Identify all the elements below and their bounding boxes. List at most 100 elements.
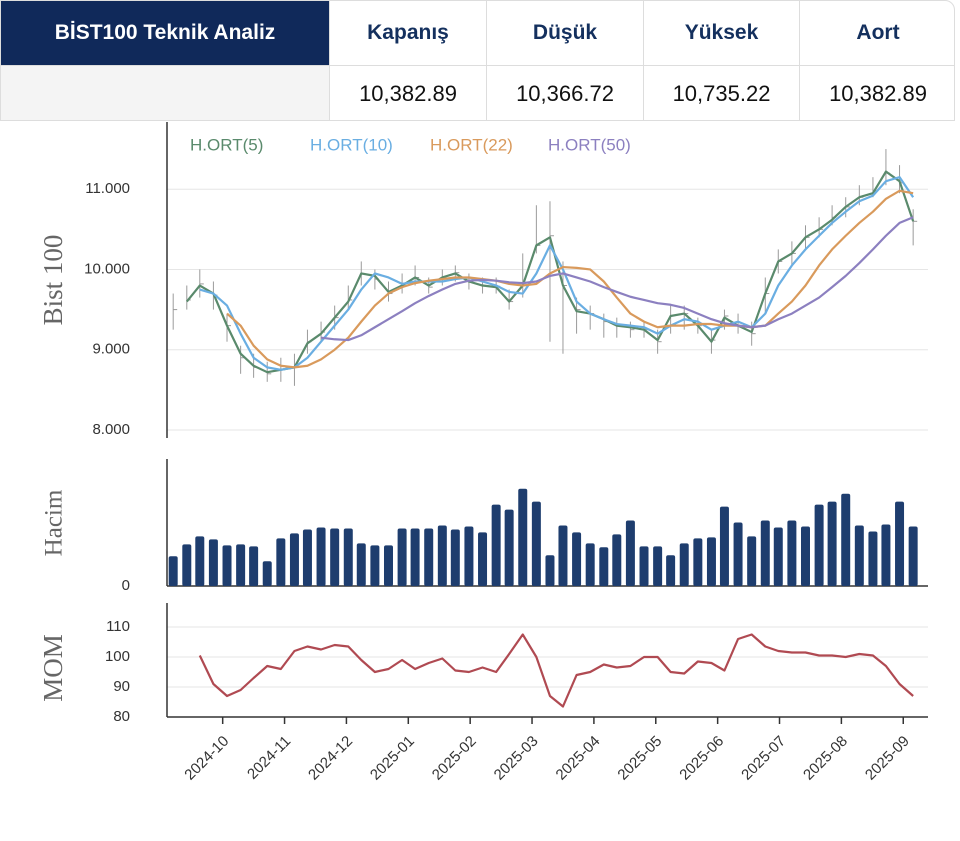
volume-bar	[585, 543, 595, 586]
moving-average-line	[185, 170, 915, 374]
legend-entry: H.ORT(5)	[190, 135, 263, 154]
volume-bar	[679, 543, 689, 586]
volume-bar	[733, 522, 743, 586]
volume-bar	[236, 544, 246, 586]
volume-bar	[787, 520, 797, 586]
volume-bar	[182, 544, 192, 586]
volume-bar	[383, 545, 393, 586]
x-tick-label: 2025-04	[553, 733, 604, 784]
volume-bar	[666, 555, 676, 586]
volume-bar	[343, 528, 353, 586]
y-tick-label: 80	[113, 708, 130, 725]
y-tick-label: 0	[122, 577, 130, 594]
volume-bar	[518, 488, 528, 586]
x-tick-label: 2025-06	[676, 733, 727, 784]
legend-entry: H.ORT(50)	[548, 135, 631, 154]
volume-bar	[693, 538, 703, 586]
volume-bar	[222, 545, 232, 586]
x-tick-label: 2025-02	[429, 733, 480, 784]
y-axis-title: MOM	[38, 634, 68, 702]
empty-cell	[1, 66, 329, 120]
x-tick-label: 2024-12	[305, 733, 356, 784]
volume-bar	[450, 529, 460, 586]
volume-bar	[370, 545, 380, 586]
volume-bar	[841, 493, 851, 586]
moving-average-line	[226, 189, 914, 369]
volume-bar	[760, 520, 770, 586]
y-tick-label: 8.000	[92, 421, 130, 438]
volume-bar	[612, 534, 622, 586]
value-cell: 10,735.22	[643, 66, 799, 120]
table-title: BİST100 Teknik Analiz	[1, 1, 329, 66]
volume-bar	[208, 539, 218, 586]
moving-average-line	[320, 216, 914, 342]
volume-bar	[895, 501, 905, 586]
volume-bar	[195, 536, 205, 586]
volume-bar	[653, 546, 663, 586]
x-tick-label: 2025-03	[491, 733, 542, 784]
volume-bar	[478, 532, 488, 586]
volume-bar	[827, 501, 837, 586]
volume-bar	[491, 504, 501, 586]
y-tick-label: 90	[113, 678, 130, 695]
volume-bar	[545, 555, 555, 586]
volume-bar	[276, 538, 286, 586]
summary-table: BİST100 Teknik Analiz Kapanış Düşük Yüks…	[0, 0, 955, 121]
x-tick-label: 2025-05	[614, 733, 665, 784]
volume-bar	[262, 561, 272, 586]
y-tick-label: 100	[105, 648, 130, 665]
volume-bar	[356, 543, 366, 586]
volume-bar	[397, 528, 407, 586]
y-tick-label: 9.000	[92, 341, 130, 358]
value-cell: 10,382.89	[799, 66, 954, 120]
y-tick-label: 11.000	[85, 180, 130, 197]
column-header: Düşük	[486, 1, 643, 66]
volume-bar	[908, 526, 918, 586]
x-tick-label: 2025-07	[738, 733, 789, 784]
volume-bar	[773, 527, 783, 586]
column-header: Kapanış	[329, 1, 486, 66]
y-tick-label: 10.000	[84, 260, 130, 277]
volume-bar	[599, 547, 609, 586]
volume-bar	[437, 525, 447, 586]
legend-entry: H.ORT(22)	[430, 135, 513, 154]
volume-bar	[558, 525, 568, 586]
volume-bar	[868, 531, 878, 586]
y-tick-label: 110	[106, 618, 130, 635]
x-tick-label: 2024-10	[181, 733, 232, 784]
volume-bar	[747, 536, 757, 586]
volume-bar	[854, 525, 864, 586]
volume-bar	[814, 504, 824, 586]
x-tick-label: 2025-08	[800, 733, 851, 784]
moving-average-line	[199, 176, 915, 371]
volume-bar	[639, 546, 649, 586]
y-axis-title: Bist 100	[38, 235, 68, 326]
x-tick-label: 2025-01	[367, 733, 418, 784]
volume-bar	[424, 528, 434, 586]
momentum-line	[198, 633, 914, 708]
volume-bar	[800, 526, 810, 586]
value-cell: 10,382.89	[329, 66, 486, 120]
volume-bar	[572, 532, 582, 586]
volume-bar	[706, 537, 716, 586]
volume-bar	[625, 520, 635, 586]
x-tick-label: 2025-09	[862, 733, 913, 784]
volume-bar	[531, 501, 541, 586]
volume-bar	[330, 528, 340, 586]
volume-bar	[249, 546, 259, 586]
volume-bar	[464, 526, 474, 586]
volume-bar	[316, 527, 326, 586]
value-cell: 10,366.72	[486, 66, 643, 120]
volume-bar	[504, 509, 514, 586]
legend-entry: H.ORT(10)	[310, 135, 393, 154]
column-header: Yüksek	[643, 1, 799, 66]
volume-bar	[410, 528, 420, 586]
volume-bar	[168, 556, 178, 586]
volume-bar	[289, 533, 299, 586]
volume-bar	[719, 506, 729, 586]
x-tick-label: 2024-11	[244, 733, 294, 783]
column-header: Aort	[799, 1, 954, 66]
volume-bar	[881, 524, 891, 586]
